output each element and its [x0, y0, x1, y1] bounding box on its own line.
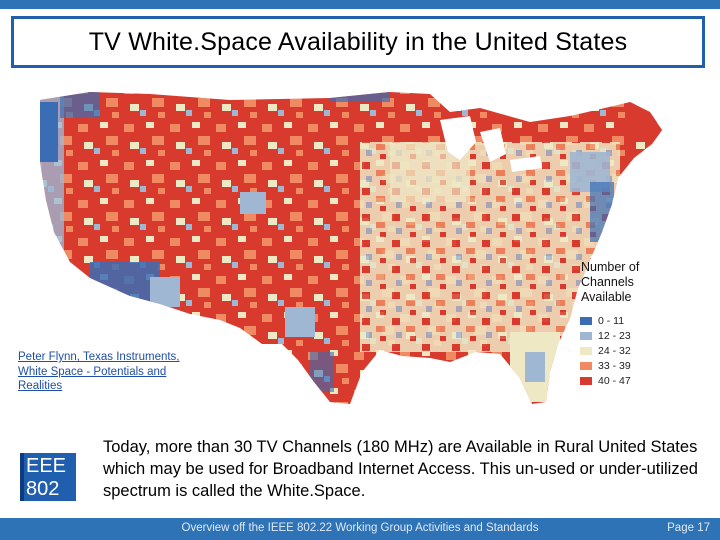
- legend-title-line: Channels: [581, 275, 634, 289]
- legend-swatch: [580, 317, 592, 325]
- title-frame: TV White.Space Availability in the Unite…: [11, 16, 705, 68]
- legend-title-line: Number of: [581, 260, 640, 274]
- legend-label: 24 - 32: [598, 345, 631, 357]
- legend-swatch: [580, 362, 592, 370]
- logo-bar: [20, 453, 24, 501]
- legend-item: 40 - 47: [580, 375, 631, 387]
- ieee-802-logo: EEE 802: [20, 453, 76, 501]
- legend-item: 0 - 11: [580, 315, 624, 327]
- legend-label: 12 - 23: [598, 330, 631, 342]
- citation-link[interactable]: Peter Flynn, Texas Instruments, White Sp…: [18, 351, 180, 392]
- logo-text-top: EEE: [26, 455, 67, 477]
- slide-title: TV White.Space Availability in the Unite…: [88, 27, 628, 56]
- legend-item: 24 - 32: [580, 345, 631, 357]
- legend-label: 40 - 47: [598, 375, 631, 387]
- legend-item: 33 - 39: [580, 360, 631, 372]
- us-channel-availability-map: [40, 92, 662, 404]
- legend-label: 0 - 11: [598, 315, 625, 327]
- slide-body-text: Today, more than 30 TV Channels (180 MHz…: [103, 438, 698, 500]
- footer-bar: Overview off the IEEE 802.22 Working Gro…: [0, 518, 720, 540]
- legend-label: 33 - 39: [598, 360, 631, 372]
- legend-swatch: [580, 377, 592, 385]
- legend-swatch: [580, 347, 592, 355]
- legend-item: 12 - 23: [580, 330, 631, 342]
- page-number: Page 17: [667, 522, 710, 534]
- great-lakes-cutout: [440, 116, 476, 160]
- legend-swatch: [580, 332, 592, 340]
- logo-text-bottom: 802: [26, 478, 60, 500]
- top-accent-bar: [0, 0, 720, 9]
- footer-text: Overview off the IEEE 802.22 Working Gro…: [181, 522, 539, 534]
- legend-title-line: Available: [581, 290, 632, 304]
- legend-title: Number of Channels Available: [581, 260, 639, 305]
